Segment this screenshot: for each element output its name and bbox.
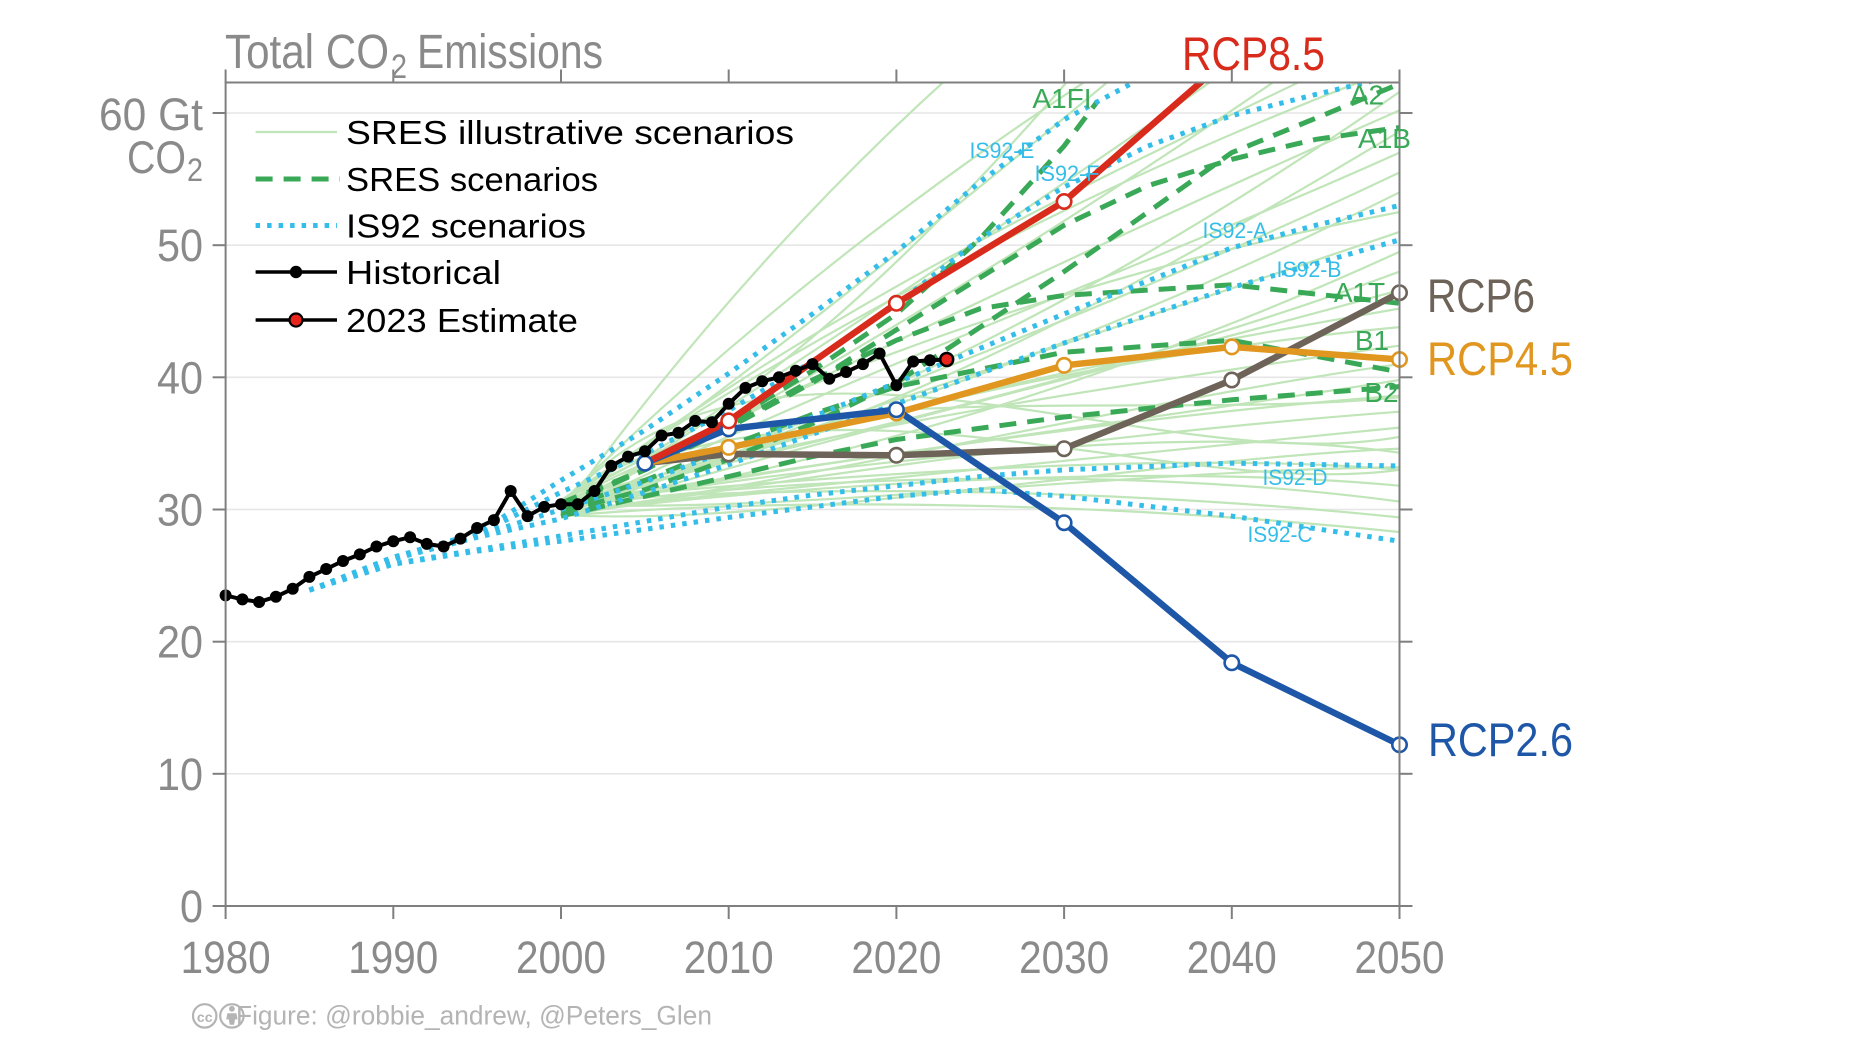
svg-text:SRES scenarios: SRES scenarios	[346, 161, 598, 198]
svg-text:A1FI: A1FI	[1032, 83, 1091, 114]
svg-text:2023 Estimate: 2023 Estimate	[346, 302, 578, 339]
svg-text:2: 2	[391, 48, 407, 86]
svg-text:2050: 2050	[1355, 932, 1445, 983]
svg-text:IS92-F: IS92-F	[1035, 161, 1100, 186]
svg-text:A2: A2	[1350, 80, 1384, 111]
svg-text:IS92-A: IS92-A	[1203, 218, 1268, 243]
svg-text:Historical: Historical	[346, 254, 501, 291]
svg-text:B1: B1	[1355, 325, 1389, 356]
svg-text:Figure: @robbie_andrew, @Peter: Figure: @robbie_andrew, @Peters_Glen	[236, 1001, 712, 1031]
svg-text:2: 2	[187, 152, 203, 188]
svg-text:cc: cc	[197, 1009, 213, 1025]
svg-text:IS92-C: IS92-C	[1248, 522, 1313, 547]
svg-text:A1T: A1T	[1334, 277, 1385, 308]
svg-text:IS92 scenarios: IS92 scenarios	[346, 208, 586, 245]
svg-text:1980: 1980	[181, 932, 271, 983]
svg-text:1990: 1990	[348, 932, 438, 983]
svg-text:A1B: A1B	[1358, 123, 1411, 154]
svg-text:RCP6: RCP6	[1427, 269, 1535, 322]
svg-text:Emissions: Emissions	[417, 26, 603, 79]
svg-text:B2: B2	[1364, 377, 1398, 408]
svg-text:RCP8.5: RCP8.5	[1182, 27, 1325, 80]
svg-text:SRES illustrative scenarios: SRES illustrative scenarios	[346, 114, 794, 151]
svg-text:10: 10	[157, 749, 203, 800]
svg-text:2000: 2000	[516, 932, 606, 983]
svg-text:2040: 2040	[1187, 932, 1277, 983]
svg-text:60 Gt: 60 Gt	[99, 89, 203, 140]
svg-text:Total CO: Total CO	[225, 26, 389, 79]
svg-text:IS92-D: IS92-D	[1263, 465, 1328, 490]
svg-text:2010: 2010	[684, 932, 774, 983]
svg-text:0: 0	[180, 881, 203, 932]
svg-text:IS92-B: IS92-B	[1277, 257, 1342, 282]
svg-text:30: 30	[157, 485, 203, 536]
svg-text:CO: CO	[127, 132, 186, 183]
svg-text:20: 20	[157, 617, 203, 668]
svg-text:IS92-E: IS92-E	[970, 138, 1035, 163]
svg-text:40: 40	[157, 352, 203, 403]
svg-text:50: 50	[157, 220, 203, 271]
svg-text:RCP2.6: RCP2.6	[1428, 713, 1573, 766]
svg-text:2030: 2030	[1019, 932, 1109, 983]
svg-text:2020: 2020	[851, 932, 941, 983]
svg-text:RCP4.5: RCP4.5	[1427, 332, 1573, 385]
